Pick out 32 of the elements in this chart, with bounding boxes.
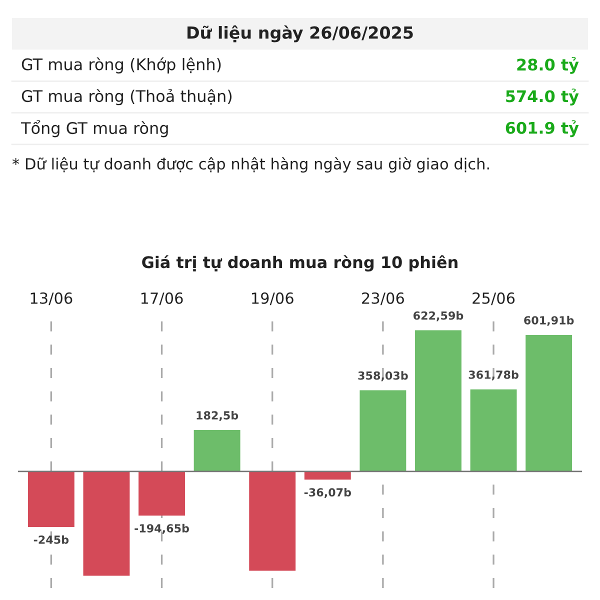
category-label: GT mua ròng (Thoả thuận) — [22, 88, 232, 106]
category-label: Tổng GT mua ròng — [20, 120, 168, 138]
bar — [249, 471, 296, 571]
data-label: 601,91b — [524, 316, 574, 326]
data-label: 622,59b — [414, 311, 464, 322]
text: Dữ liệu ngày 26/06/2025 — [188, 25, 413, 42]
data-label: -194,65b — [134, 524, 189, 534]
data-label: 358,03b — [358, 371, 408, 382]
data-label: -245b — [34, 535, 69, 544]
bar — [360, 390, 406, 472]
text: 601.9 tỷ — [506, 120, 579, 138]
x-tick-label: 25/06 — [472, 292, 515, 306]
text: 28.0 tỷ — [517, 56, 579, 74]
data-label: 182,5b — [196, 410, 238, 421]
text: * Dữ liệu tự doanh được cập nhật hàng ngày sau giờ giao dịch. — [12, 157, 489, 173]
bar — [83, 471, 130, 576]
bar — [470, 389, 517, 472]
data-label: -36,07b — [304, 488, 352, 498]
bar — [415, 330, 462, 472]
bar — [194, 430, 240, 472]
bar — [526, 334, 572, 472]
bar — [304, 471, 351, 480]
x-tick-label: 23/06 — [362, 292, 404, 306]
bar — [28, 471, 74, 527]
text: 574.0 tỷ — [506, 88, 579, 106]
x-tick-label: 19/06 — [252, 292, 294, 306]
chart-title: Giá trị tự doanh mua ròng 10 phiên — [142, 255, 458, 272]
category-label: GT mua ròng (Khớp lệnh) — [22, 57, 221, 74]
x-tick-label: 13/06 — [30, 292, 72, 306]
bar — [138, 471, 185, 516]
x-tick-label: 17/06 — [141, 292, 183, 306]
data-label: 361,78b — [468, 370, 518, 380]
